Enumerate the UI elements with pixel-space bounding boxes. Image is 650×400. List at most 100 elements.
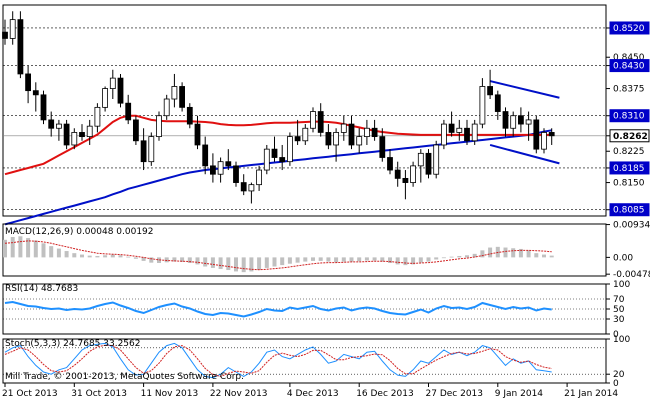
macd-bar xyxy=(264,257,269,268)
time-tick-label: 21 Oct 2013 xyxy=(2,389,58,399)
macd-tick-label: 0.00934 xyxy=(613,221,650,231)
candle xyxy=(387,157,393,171)
candle xyxy=(25,73,32,92)
candle xyxy=(40,94,47,121)
macd-bar xyxy=(180,257,185,262)
time-tick-label: 27 Dec 2013 xyxy=(426,389,484,399)
macd-bar xyxy=(334,257,339,263)
price-label: 0.8375 xyxy=(613,85,645,95)
macd-bar xyxy=(488,247,493,258)
candle xyxy=(2,31,8,39)
stoch-tick-label: 0 xyxy=(613,379,619,389)
rsi-label: RSI(14) 48.7683 xyxy=(5,284,78,294)
channel-upper-line xyxy=(489,80,560,99)
macd-bar xyxy=(141,257,146,261)
macd-bar xyxy=(118,255,123,258)
macd-bar xyxy=(542,254,546,258)
time-tick-label: 16 Dec 2013 xyxy=(356,389,414,399)
candle xyxy=(433,144,440,175)
macd-bar xyxy=(72,253,77,258)
macd-bar xyxy=(87,255,92,258)
candle xyxy=(479,86,486,125)
candle xyxy=(518,115,524,125)
time-tick-label: 9 Jan 2014 xyxy=(495,389,543,399)
price-label: 0.8310 xyxy=(613,112,645,122)
candle xyxy=(271,148,278,158)
time-tick-label: 21 Jan 2014 xyxy=(564,389,618,399)
candle xyxy=(256,169,263,186)
macd-bar xyxy=(80,254,84,258)
macd-bar xyxy=(187,257,192,263)
macd-bar xyxy=(441,257,446,259)
macd-bar xyxy=(26,238,31,258)
macd-bar xyxy=(318,257,323,261)
candle xyxy=(541,132,547,150)
macd-bar xyxy=(380,257,385,262)
candle xyxy=(464,127,470,142)
candle xyxy=(471,123,478,142)
candle xyxy=(71,132,78,146)
candle xyxy=(533,119,540,150)
macd-bar xyxy=(203,257,208,267)
channel-lower-line xyxy=(489,144,560,165)
candle xyxy=(548,132,555,137)
candle xyxy=(32,90,39,96)
candle xyxy=(125,102,132,121)
price-label-box xyxy=(609,109,650,123)
candle xyxy=(294,136,301,142)
macd-bar xyxy=(303,257,308,262)
price-label: 0.8430 xyxy=(613,62,645,72)
price-label: 0.8085 xyxy=(613,206,645,216)
price-label: 0.8520 xyxy=(613,24,645,34)
candle xyxy=(279,157,286,163)
candle xyxy=(525,119,532,125)
candle xyxy=(109,77,116,89)
candle xyxy=(240,182,247,192)
price-label: 0.8185 xyxy=(613,164,645,174)
candle xyxy=(348,123,355,146)
candle xyxy=(494,94,501,112)
rsi-line xyxy=(4,300,552,318)
stoch-frame xyxy=(2,338,607,384)
candle xyxy=(148,136,155,163)
candle xyxy=(233,165,239,183)
macd-tick-label: -0.00478 xyxy=(613,270,650,280)
macd-bar xyxy=(534,253,539,258)
macd-bar xyxy=(434,257,439,260)
stoch-tick-label: 20 xyxy=(613,370,625,380)
price-label-box xyxy=(609,203,650,217)
macd-bar xyxy=(364,257,369,261)
candle xyxy=(156,115,162,138)
macd-bar xyxy=(257,257,262,271)
macd-bar xyxy=(472,253,477,258)
candle xyxy=(487,86,494,96)
candle xyxy=(379,136,386,158)
macd-pane: 0.00934 0.00 -0.00478 MACD(12,26,9) 0.00048… xyxy=(2,221,650,280)
macd-bar xyxy=(457,255,462,258)
macd-bar xyxy=(403,257,408,266)
ma-red-line xyxy=(4,114,552,176)
candle xyxy=(317,111,324,133)
stoch-d-line xyxy=(4,344,552,377)
macd-bar xyxy=(326,257,331,262)
candle xyxy=(410,165,417,183)
price-frame xyxy=(2,4,607,217)
macd-bar xyxy=(133,257,138,259)
macd-bar xyxy=(64,251,69,258)
macd-bar xyxy=(272,257,277,267)
macd-bar xyxy=(249,257,254,272)
macd-bar xyxy=(49,246,54,258)
macd-bar xyxy=(395,257,400,265)
candle xyxy=(117,77,124,104)
candle xyxy=(56,123,62,129)
candle xyxy=(94,106,101,127)
stoch-pane: 100 200 Stoch(5,3,3) 24.7685 33.2562 Mill T… xyxy=(2,335,630,389)
candle xyxy=(86,125,93,138)
candle xyxy=(163,98,170,117)
macd-bar xyxy=(480,250,485,258)
candle xyxy=(356,136,363,146)
price-label-box xyxy=(609,21,650,35)
candle xyxy=(448,123,455,133)
macd-bar xyxy=(418,257,423,263)
